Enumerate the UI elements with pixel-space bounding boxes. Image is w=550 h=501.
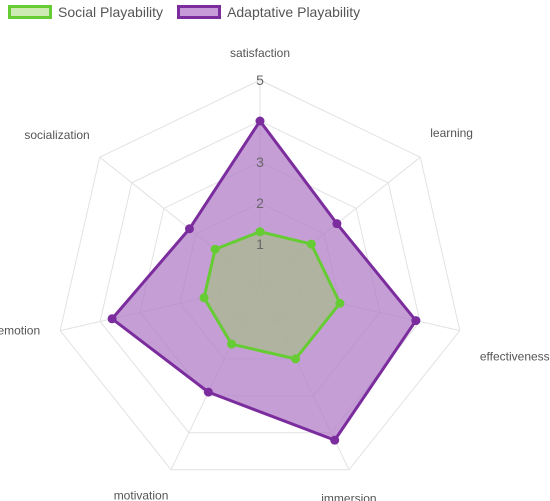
data-point-social-immersion [291, 354, 301, 364]
axis-label-immersion: immersion [321, 492, 376, 501]
grid-ring-4 [99, 120, 421, 434]
tick-label-2: 2 [256, 195, 264, 211]
legend-label-adaptative: Adaptative Playability [227, 4, 361, 20]
data-point-social-effectiveness [335, 298, 345, 308]
data-point-adaptative-motivation [203, 387, 213, 397]
data-point-social-emotion [199, 293, 209, 303]
axis-label-emotion: emotion [0, 324, 40, 338]
legend-label-social: Social Playability [58, 4, 164, 20]
data-point-adaptative-effectiveness [411, 316, 421, 326]
data-point-social-learning [306, 239, 316, 249]
legend-swatch-social [8, 5, 52, 19]
data-point-adaptative-immersion [330, 435, 340, 445]
data-point-adaptative-socialization [184, 224, 194, 234]
series-area-social [202, 230, 342, 361]
data-point-adaptative-satisfaction [255, 116, 265, 126]
data-point-adaptative-learning [332, 219, 342, 229]
axis-label-satisfaction: satisfaction [230, 46, 290, 60]
grid-ring-5 [59, 79, 461, 471]
legend-item-adaptative-playability[interactable]: Adaptative Playability [177, 4, 360, 20]
data-point-adaptative-emotion [107, 314, 117, 324]
axis-label-effectiveness: effectiveness [480, 350, 550, 364]
axis-label-learning: learning [430, 126, 473, 140]
axis-label-socialization: socialization [24, 128, 89, 142]
legend-item-social-playability[interactable]: Social Playability [8, 4, 163, 20]
data-point-social-satisfaction [255, 227, 265, 237]
tick-label-3: 3 [256, 154, 264, 170]
data-point-social-motivation [227, 339, 237, 349]
legend: Social Playability Adaptative Playabilit… [8, 4, 360, 20]
data-point-social-socialization [210, 244, 220, 254]
tick-label-5: 5 [256, 72, 264, 88]
axis-label-motivation: motivation [114, 489, 169, 501]
tick-label-1: 1 [256, 236, 264, 252]
legend-swatch-adaptative [177, 5, 222, 19]
